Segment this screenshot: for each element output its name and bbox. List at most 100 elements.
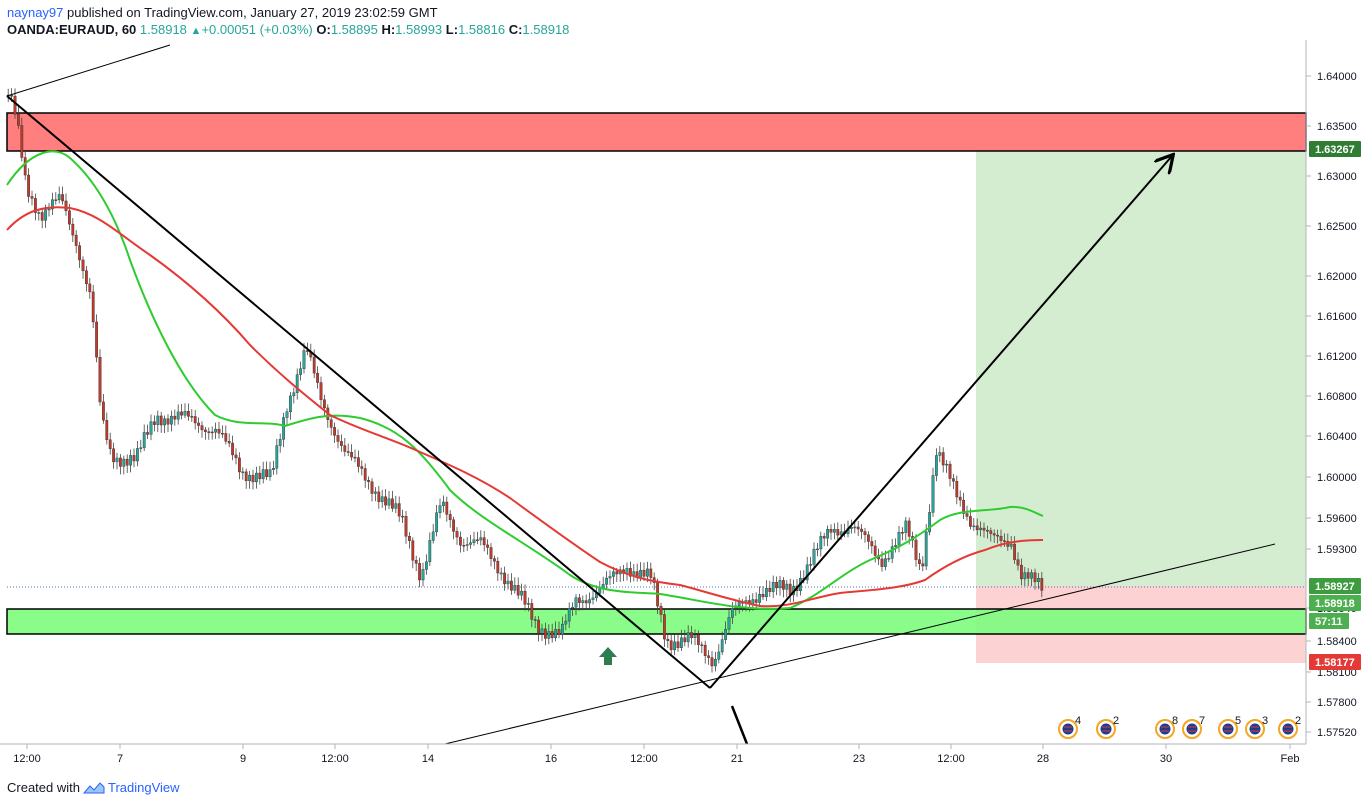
economic-events[interactable]: 4 2 8 7 5 3 2 [1058,715,1301,739]
support-zone [6,608,1307,635]
candle-body [411,540,415,561]
candle-body [234,454,238,459]
candle-body [44,209,48,221]
candle-body [669,640,673,651]
resistance-zone [6,112,1307,152]
author-link[interactable]: naynay97 [7,5,64,20]
candle-body [822,536,826,539]
candle-body [598,588,602,594]
candle-body [928,512,932,533]
candle-body [91,291,95,323]
candle-body [428,540,432,562]
low-label: L: [445,22,459,37]
candle-body [839,531,843,536]
price-change: +0.00051 (+0.03%) [201,22,313,37]
candle-body [768,587,772,592]
candle-body [697,634,700,645]
price-axis[interactable]: 1.64000 1.63500 1.63000 1.62500 1.62000 1.616… [1306,71,1357,739]
candle-body [571,606,575,609]
candle-body [836,529,840,536]
candle-body [765,587,768,598]
candle-body [826,529,830,539]
candle-body [554,629,558,639]
candle-body [873,545,877,556]
candle-body [261,469,265,480]
candle-body [319,382,323,400]
candle-body [241,471,245,474]
candle-body [254,472,258,483]
price-tick-label: 1.60800 [1317,391,1357,403]
tradingview-brand-link[interactable]: TradingView [107,780,180,795]
candle-body [207,431,211,433]
candle-body [210,431,214,434]
price-tick-label: 1.61600 [1317,311,1357,323]
candle-body [142,432,146,448]
up-arrow-icon: ▲ [190,25,202,37]
candle-body [394,503,398,509]
published-text: published on TradingView.com, January 27… [67,5,438,20]
candle-body [1020,564,1023,580]
candle-body [686,632,690,643]
candle-body [374,491,377,494]
candle-body [384,496,387,506]
candle-body [544,628,547,639]
candle-body [302,350,306,369]
candle-body [282,417,285,440]
high-label: H: [381,22,396,37]
candle-body [251,474,255,483]
candle-body [969,516,972,527]
time-axis[interactable]: 12:00 7 9 12:00 14 16 12:00 21 23 12:00 28 30 Feb [13,744,1299,765]
price-tick-label: 1.58400 [1317,636,1357,648]
event-flag-icon[interactable]: 7 [1182,715,1205,739]
candle-body [146,432,149,435]
candle-body [435,512,438,533]
event-flag-icon[interactable]: 2 [1278,715,1301,739]
candle-body [425,561,428,570]
time-tick-label: 16 [545,753,557,765]
event-flag-icon[interactable]: 3 [1245,715,1268,739]
candle-body [278,439,282,446]
candlestick-series [6,88,1044,673]
candle-body [152,421,156,425]
candle-body [527,603,530,605]
candle-body [74,234,78,246]
candle-body [414,560,418,564]
candle-body [268,469,272,478]
candle-body [649,568,653,578]
candle-body [248,474,251,482]
candle-body [965,513,969,517]
candle-body [979,527,983,531]
price-tag [1309,595,1361,611]
event-flag-icon[interactable]: 8 [1155,715,1178,739]
event-flag-icon[interactable]: 2 [1096,715,1119,739]
candle-body [887,558,891,560]
chart-header: naynay97 published on TradingView.com, J… [7,4,569,40]
candle-body [870,541,874,547]
candle-body [907,520,911,537]
event-flag-icon[interactable]: 5 [1218,715,1241,739]
symbol-label[interactable]: OANDA:EURAUD, 60 [7,22,137,37]
candle-body [227,441,231,444]
candle-body [289,395,292,413]
candle-body [132,455,136,462]
candle-body [469,542,472,545]
price-tick-label: 1.57800 [1317,697,1357,709]
event-flag-icon[interactable]: 4 [1058,715,1081,739]
candle-body [220,432,224,435]
candle-body [958,496,962,501]
event-count: 5 [1235,715,1241,727]
candle-body [605,577,609,585]
candle-body [37,212,41,214]
candle-body [391,498,394,509]
candle-body [408,536,411,541]
candle-body [445,501,449,515]
candle-body [754,599,758,603]
event-count: 8 [1172,715,1178,727]
candle-body [581,600,585,603]
candle-body [1013,543,1017,560]
candle-body [812,548,816,565]
candle-body [404,515,408,537]
last-price: 1.58918 [139,22,187,37]
candle-body [1026,572,1030,579]
